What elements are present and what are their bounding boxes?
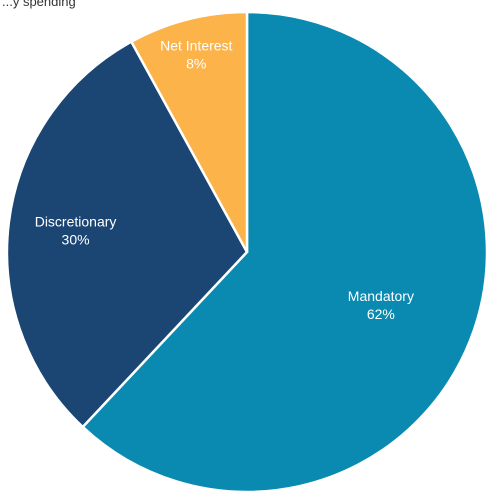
pie-slice-net-interest <box>129 10 249 253</box>
pie-slice-mandatory <box>80 10 489 494</box>
slice-label-net-interest: Net Interest <box>160 37 232 53</box>
slice-value-discretionary: 30% <box>62 231 90 247</box>
pie-slice-discretionary <box>5 39 249 429</box>
slice-value-mandatory: 62% <box>367 306 395 322</box>
slice-value-net-interest: 8% <box>186 55 206 71</box>
slice-label-mandatory: Mandatory <box>348 288 414 304</box>
cropped-caption: ...y spending <box>2 0 76 9</box>
slice-label-discretionary: Discretionary <box>35 213 117 229</box>
